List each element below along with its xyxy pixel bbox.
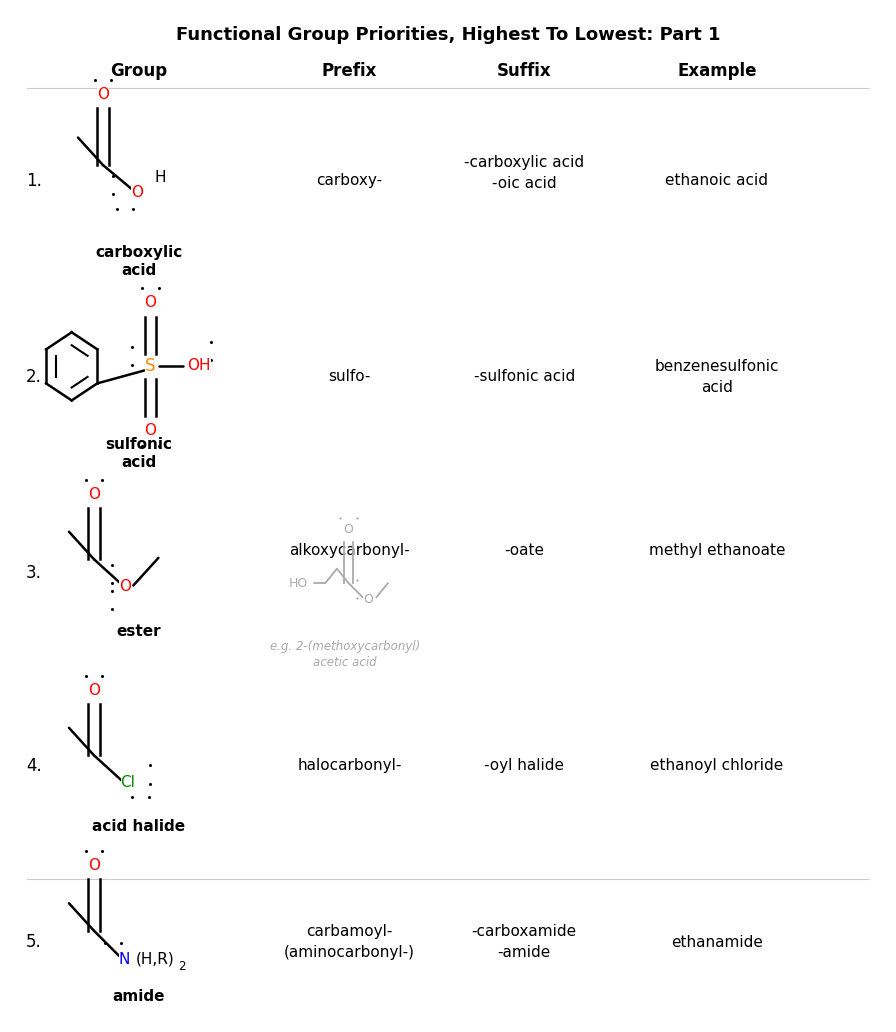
Text: -oate: -oate bbox=[504, 543, 544, 557]
Text: sulfonic
acid: sulfonic acid bbox=[106, 437, 172, 471]
Text: OH: OH bbox=[187, 358, 211, 373]
Text: ester: ester bbox=[116, 624, 161, 640]
Text: HO: HO bbox=[289, 577, 308, 589]
Text: ethanoyl chloride: ethanoyl chloride bbox=[650, 759, 783, 773]
Text: -sulfonic acid: -sulfonic acid bbox=[473, 369, 575, 384]
Text: O: O bbox=[144, 295, 157, 310]
Text: carbamoyl-
(aminocarbonyl-): carbamoyl- (aminocarbonyl-) bbox=[284, 925, 415, 960]
Text: -oyl halide: -oyl halide bbox=[484, 759, 564, 773]
Text: methyl ethanoate: methyl ethanoate bbox=[649, 543, 785, 557]
Text: ethanoic acid: ethanoic acid bbox=[666, 173, 768, 188]
Text: 2.: 2. bbox=[26, 367, 42, 386]
Text: H: H bbox=[154, 170, 166, 186]
Text: 1.: 1. bbox=[26, 171, 42, 190]
Text: O: O bbox=[363, 593, 374, 606]
Text: sulfo-: sulfo- bbox=[328, 369, 371, 384]
Text: e.g. 2-(methoxycarbonyl)
acetic acid: e.g. 2-(methoxycarbonyl) acetic acid bbox=[270, 640, 420, 669]
Text: 3.: 3. bbox=[26, 563, 42, 582]
Text: 2: 2 bbox=[178, 960, 185, 973]
Text: Group: Group bbox=[110, 62, 168, 79]
Text: Prefix: Prefix bbox=[322, 62, 377, 79]
Text: 5.: 5. bbox=[26, 933, 42, 952]
Text: -carboxylic acid
-oic acid: -carboxylic acid -oic acid bbox=[464, 156, 584, 191]
Text: O: O bbox=[144, 423, 157, 438]
Text: S: S bbox=[145, 357, 156, 376]
Text: Functional Group Priorities, Highest To Lowest: Part 1: Functional Group Priorities, Highest To … bbox=[176, 26, 720, 43]
Text: (H,R): (H,R) bbox=[135, 952, 174, 967]
Text: O: O bbox=[88, 487, 100, 502]
Text: Example: Example bbox=[677, 62, 756, 79]
Text: halocarbonyl-: halocarbonyl- bbox=[297, 759, 401, 773]
Text: O: O bbox=[119, 579, 131, 594]
Text: O: O bbox=[97, 88, 109, 102]
Text: N: N bbox=[119, 952, 130, 967]
Text: carboxylic
acid: carboxylic acid bbox=[95, 245, 183, 279]
Text: benzenesulfonic
acid: benzenesulfonic acid bbox=[655, 359, 779, 394]
Text: acid halide: acid halide bbox=[92, 819, 185, 835]
Text: carboxy-: carboxy- bbox=[316, 173, 383, 188]
Text: O: O bbox=[131, 185, 142, 200]
Text: -carboxamide
-amide: -carboxamide -amide bbox=[471, 925, 577, 960]
Text: 4.: 4. bbox=[26, 756, 42, 775]
Text: Cl: Cl bbox=[120, 775, 135, 791]
Text: Suffix: Suffix bbox=[497, 62, 551, 79]
Text: O: O bbox=[343, 523, 354, 536]
Text: ethanamide: ethanamide bbox=[671, 935, 762, 949]
Text: O: O bbox=[88, 683, 100, 698]
Text: amide: amide bbox=[113, 989, 165, 1004]
Text: alkoxycarbonyl-: alkoxycarbonyl- bbox=[289, 543, 409, 557]
Text: O: O bbox=[88, 859, 100, 873]
